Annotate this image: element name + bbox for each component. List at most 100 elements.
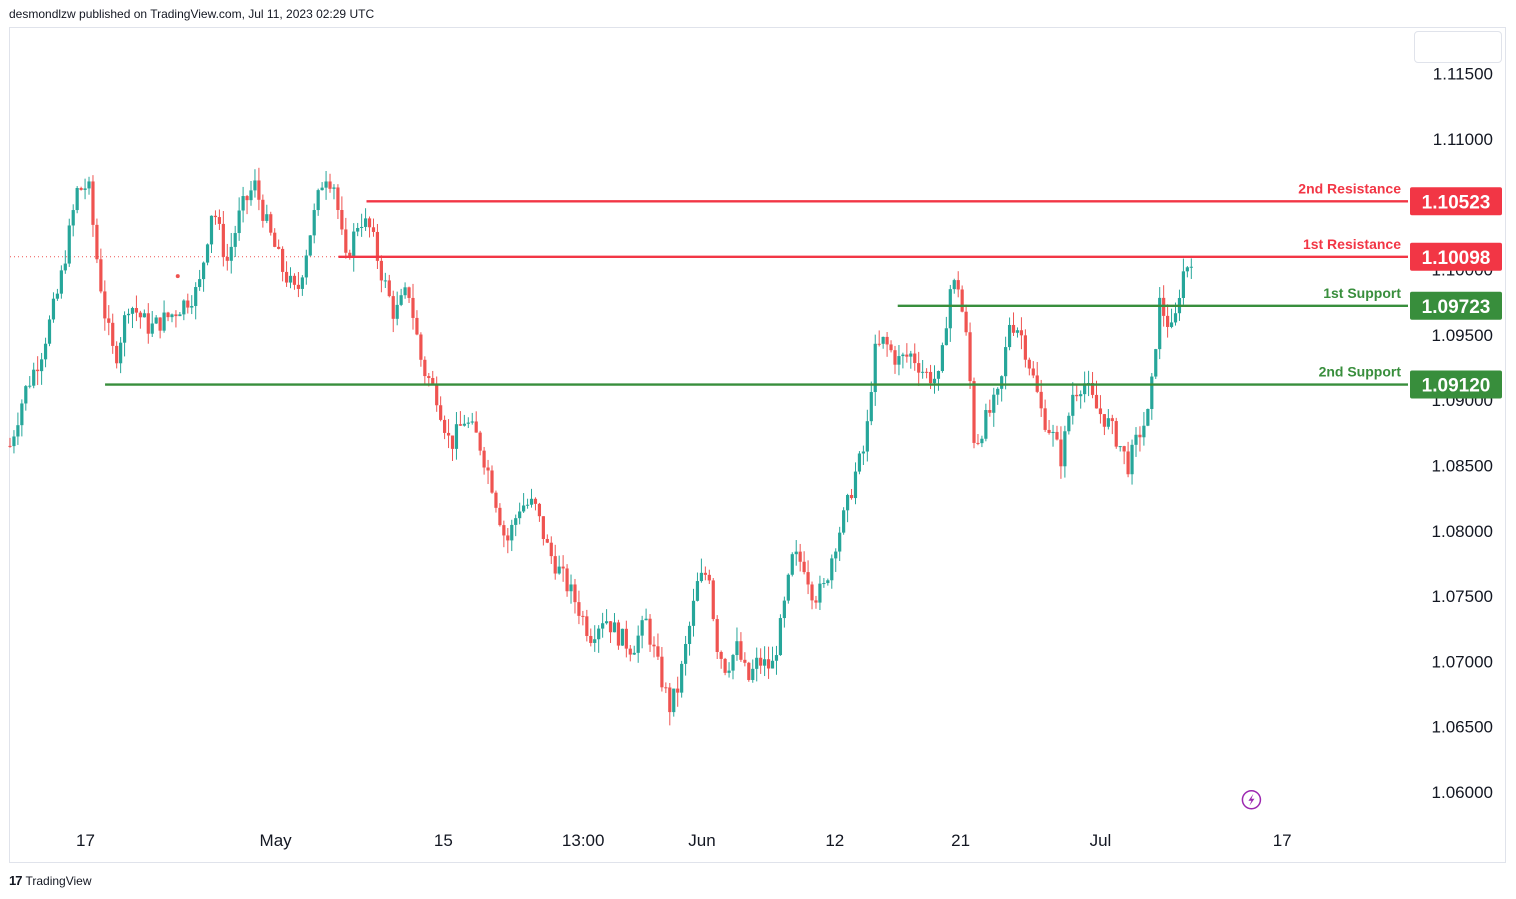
candle-body — [786, 574, 790, 601]
candle-body — [83, 188, 87, 190]
candle-body — [1189, 266, 1193, 268]
candle-body — [585, 616, 589, 636]
candle-body — [198, 279, 202, 288]
y-tick-label: 1.11500 — [1433, 65, 1493, 84]
candle-body — [652, 644, 656, 647]
candle-body — [273, 232, 277, 247]
candle-body — [644, 618, 648, 621]
candle-body — [778, 618, 783, 656]
level-name-label: 2nd Resistance — [1298, 180, 1401, 196]
lightning-glyph — [1248, 793, 1255, 806]
candle-body — [458, 424, 462, 426]
candle-body — [1019, 330, 1024, 336]
candle-body — [889, 344, 893, 351]
candle-body — [233, 233, 237, 247]
candle-body — [735, 641, 739, 656]
y-tick-label: 1.06000 — [1432, 783, 1493, 802]
candle-body — [1142, 425, 1146, 438]
candle-body — [984, 410, 988, 439]
candle-body — [1055, 431, 1059, 440]
candle-body — [379, 260, 383, 281]
candle-body — [217, 217, 221, 224]
candle-body — [723, 658, 727, 673]
candle-body — [731, 655, 735, 671]
candle-body — [514, 518, 518, 525]
candle-body — [774, 655, 779, 661]
candle-body — [367, 218, 372, 228]
candle-body — [87, 181, 91, 189]
candle-body — [194, 287, 198, 306]
candle-body — [932, 378, 937, 384]
candle-body — [1173, 313, 1178, 323]
candle-body — [1134, 434, 1138, 445]
candle-body — [399, 295, 403, 305]
candle-body — [205, 244, 210, 263]
candle-body — [150, 323, 154, 334]
candle-body — [624, 628, 628, 649]
level-price-label: 1.10523 — [1422, 192, 1491, 213]
candle-body — [672, 688, 676, 713]
candle-body — [656, 646, 660, 657]
x-tick-label: 17 — [1273, 831, 1292, 850]
candle-body — [241, 196, 245, 211]
candle-body — [593, 639, 597, 643]
candle-body — [545, 538, 549, 543]
candle-body — [960, 289, 964, 312]
candle-body — [901, 354, 905, 357]
candle-body — [1150, 376, 1154, 409]
candle-body — [897, 356, 901, 365]
candle-body — [245, 196, 249, 201]
candle-body — [288, 275, 293, 283]
candle-body — [474, 421, 478, 433]
candle-body — [707, 574, 711, 581]
candle-body — [921, 371, 925, 373]
candle-body — [1075, 394, 1079, 397]
candle-body — [1102, 414, 1106, 427]
candle-body — [312, 210, 316, 236]
candle-body — [158, 317, 162, 331]
candle-body — [525, 504, 530, 506]
candle-body — [581, 615, 585, 617]
candle-body — [806, 572, 810, 585]
candle-body — [683, 643, 688, 664]
candle-body — [925, 371, 929, 373]
candle-body — [668, 687, 672, 713]
candle-body — [561, 566, 565, 569]
candle-body — [1169, 322, 1174, 327]
candle-body — [1110, 418, 1114, 422]
candle-body — [415, 317, 419, 335]
candle-body — [636, 635, 640, 653]
candle-body — [1158, 297, 1162, 350]
candle-body — [648, 618, 652, 645]
candle-body — [20, 403, 24, 426]
candle-body — [28, 385, 32, 387]
candle-body — [838, 532, 842, 552]
candle-body — [142, 313, 146, 318]
candle-body — [759, 657, 763, 666]
chart-settings-box[interactable] — [1414, 31, 1502, 63]
x-tick-label: 15 — [434, 831, 453, 850]
candle-body — [794, 551, 798, 555]
level-price-label: 1.10098 — [1422, 248, 1491, 269]
candle-body — [711, 580, 715, 620]
candle-body — [446, 432, 451, 436]
candle-body — [91, 181, 95, 225]
candle-body — [221, 223, 225, 257]
candle-body — [1138, 434, 1142, 438]
candle-body — [59, 270, 63, 294]
candle-body — [782, 600, 786, 619]
candle-body — [1098, 408, 1103, 415]
candle-body — [861, 451, 865, 454]
candle-body — [549, 542, 553, 557]
candle-body — [51, 298, 56, 320]
candle-body — [1126, 451, 1130, 475]
level-price-badge — [1410, 187, 1502, 216]
x-tick-label: 12 — [825, 831, 844, 850]
candle-body — [1083, 383, 1087, 395]
candle-body — [336, 187, 340, 211]
candle-body — [577, 602, 581, 616]
candle-body — [940, 345, 945, 372]
candle-body — [529, 498, 534, 505]
candle-body — [431, 378, 435, 384]
